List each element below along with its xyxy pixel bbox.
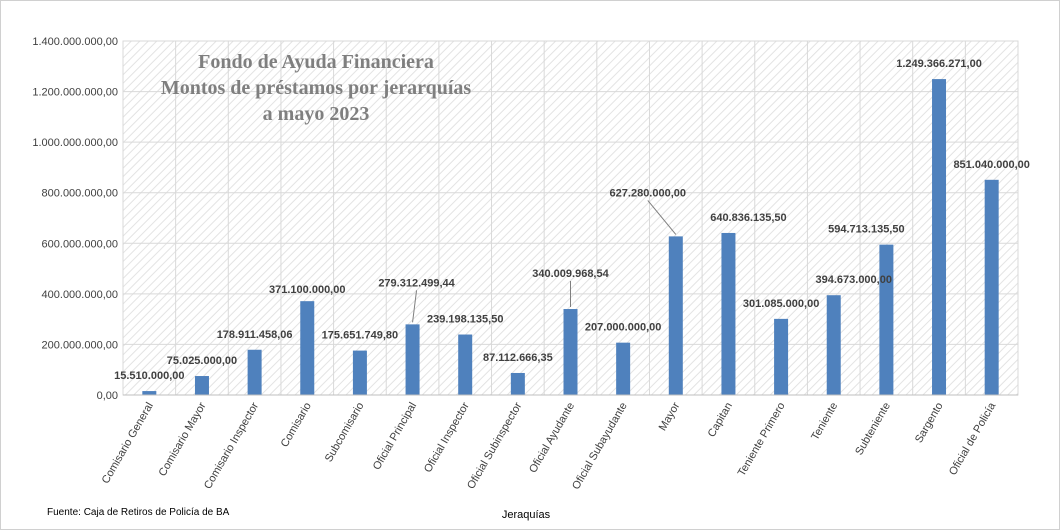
- bar: [668, 236, 683, 395]
- data-label: 851.040.000,00: [953, 159, 1029, 171]
- y-tick-label: 600.000.000,00: [42, 238, 118, 250]
- x-tick-label: Oficial Subayudante: [570, 401, 630, 492]
- vertical-gridlines: [175, 41, 966, 395]
- x-tick-label: Comisario Inspector: [202, 400, 261, 491]
- y-tick-label: 1.200.000.000,00: [32, 87, 118, 99]
- x-tick-label: Oficial de Policía: [947, 400, 999, 478]
- bar: [142, 391, 157, 395]
- data-label: 640.836.135,50: [710, 212, 786, 224]
- x-tick-label: Sargento: [913, 401, 946, 446]
- data-label: 371.100.000,00: [269, 284, 345, 296]
- bar: [616, 342, 631, 395]
- x-axis-ticks: Comisario General Comisario MayorComisari…: [100, 400, 999, 492]
- x-tick-label: Comisario: [279, 401, 314, 450]
- data-label: 175.651.749,80: [322, 330, 398, 342]
- x-tick-label: Oficial Ayudante: [527, 401, 577, 476]
- data-label: 207.000.000,00: [585, 322, 661, 334]
- x-tick-label: Oficial Inspector: [422, 400, 472, 475]
- x-tick-label: Comisario Mayor: [157, 400, 209, 478]
- y-tick-label: 1.000.000.000,00: [32, 137, 118, 149]
- x-tick-label: Teniente Primero: [736, 401, 788, 479]
- y-tick-label: 1.400.000.000,00: [32, 36, 118, 48]
- data-label-leader: [412, 290, 418, 323]
- bar: [879, 244, 894, 395]
- data-label-leader: [647, 200, 677, 235]
- bar: [932, 79, 947, 396]
- y-axis-ticks: 0,00 200.000.000,00 400.000.000,00 600.000.…: [32, 36, 118, 402]
- bar: [352, 350, 367, 395]
- x-tick-label: Mayor: [657, 400, 683, 433]
- data-label: 301.085.000,00: [743, 298, 819, 310]
- y-tick-label: 200.000.000,00: [42, 339, 118, 351]
- data-label: 87.112.666,35: [483, 352, 553, 364]
- y-tick-label: 0,00: [97, 390, 118, 402]
- bars: [142, 79, 999, 396]
- data-label: 394.673.000,00: [816, 274, 892, 286]
- x-axis-title: Jeraquías: [501, 509, 551, 521]
- y-tick-label: 800.000.000,00: [42, 188, 118, 200]
- y-tick-label: 400.000.000,00: [42, 289, 118, 301]
- gridlines: [123, 40, 1018, 345]
- bar: [774, 318, 789, 395]
- x-tick-label: Subcomisario: [323, 401, 367, 465]
- bar: [405, 324, 420, 395]
- bar: [247, 349, 262, 395]
- data-label: 15.510.000,00: [114, 370, 184, 382]
- x-tick-label: Capitan: [706, 401, 735, 440]
- bar: [194, 376, 209, 395]
- bar: [300, 301, 315, 395]
- data-label: 340.009.968,54: [532, 268, 609, 280]
- x-tick-label: Oficial Principal: [371, 401, 419, 473]
- x-tick-label: Comisario General: [100, 401, 156, 486]
- data-label: 75.025.000,00: [167, 355, 237, 367]
- data-label: 627.280.000,00: [610, 187, 686, 199]
- chart-title-line-2: Montos de préstamos por jerarquías: [160, 77, 472, 99]
- source-note: Fuente: Caja de Retiros de Policía de BA: [47, 507, 230, 518]
- x-tick-label: Subteniente: [853, 401, 893, 458]
- data-label: 239.198.135,50: [427, 314, 503, 326]
- chart-title-line-3: a mayo 2023: [262, 103, 370, 125]
- bar: [510, 372, 525, 395]
- data-label: 178.911.458,06: [217, 329, 293, 341]
- bar: [826, 295, 841, 395]
- bar: [563, 309, 578, 395]
- data-labels: 15.510.000,00 75.025.000,00 178.911.458,06…: [114, 58, 1030, 382]
- data-label: 1.249.366.271,00: [896, 58, 982, 70]
- x-tick-label: Oficial Subinspector: [465, 400, 524, 491]
- bar: [458, 334, 473, 395]
- data-label: 594.713.135,50: [828, 224, 904, 236]
- data-label: 279.312.499,44: [378, 277, 455, 289]
- chart-title-line-1: Fondo de Ayuda Financiera: [198, 51, 434, 73]
- bar: [984, 179, 999, 395]
- x-tick-label: Teniente: [809, 401, 840, 443]
- label-leader-lines: [412, 200, 677, 323]
- bar: [721, 232, 736, 395]
